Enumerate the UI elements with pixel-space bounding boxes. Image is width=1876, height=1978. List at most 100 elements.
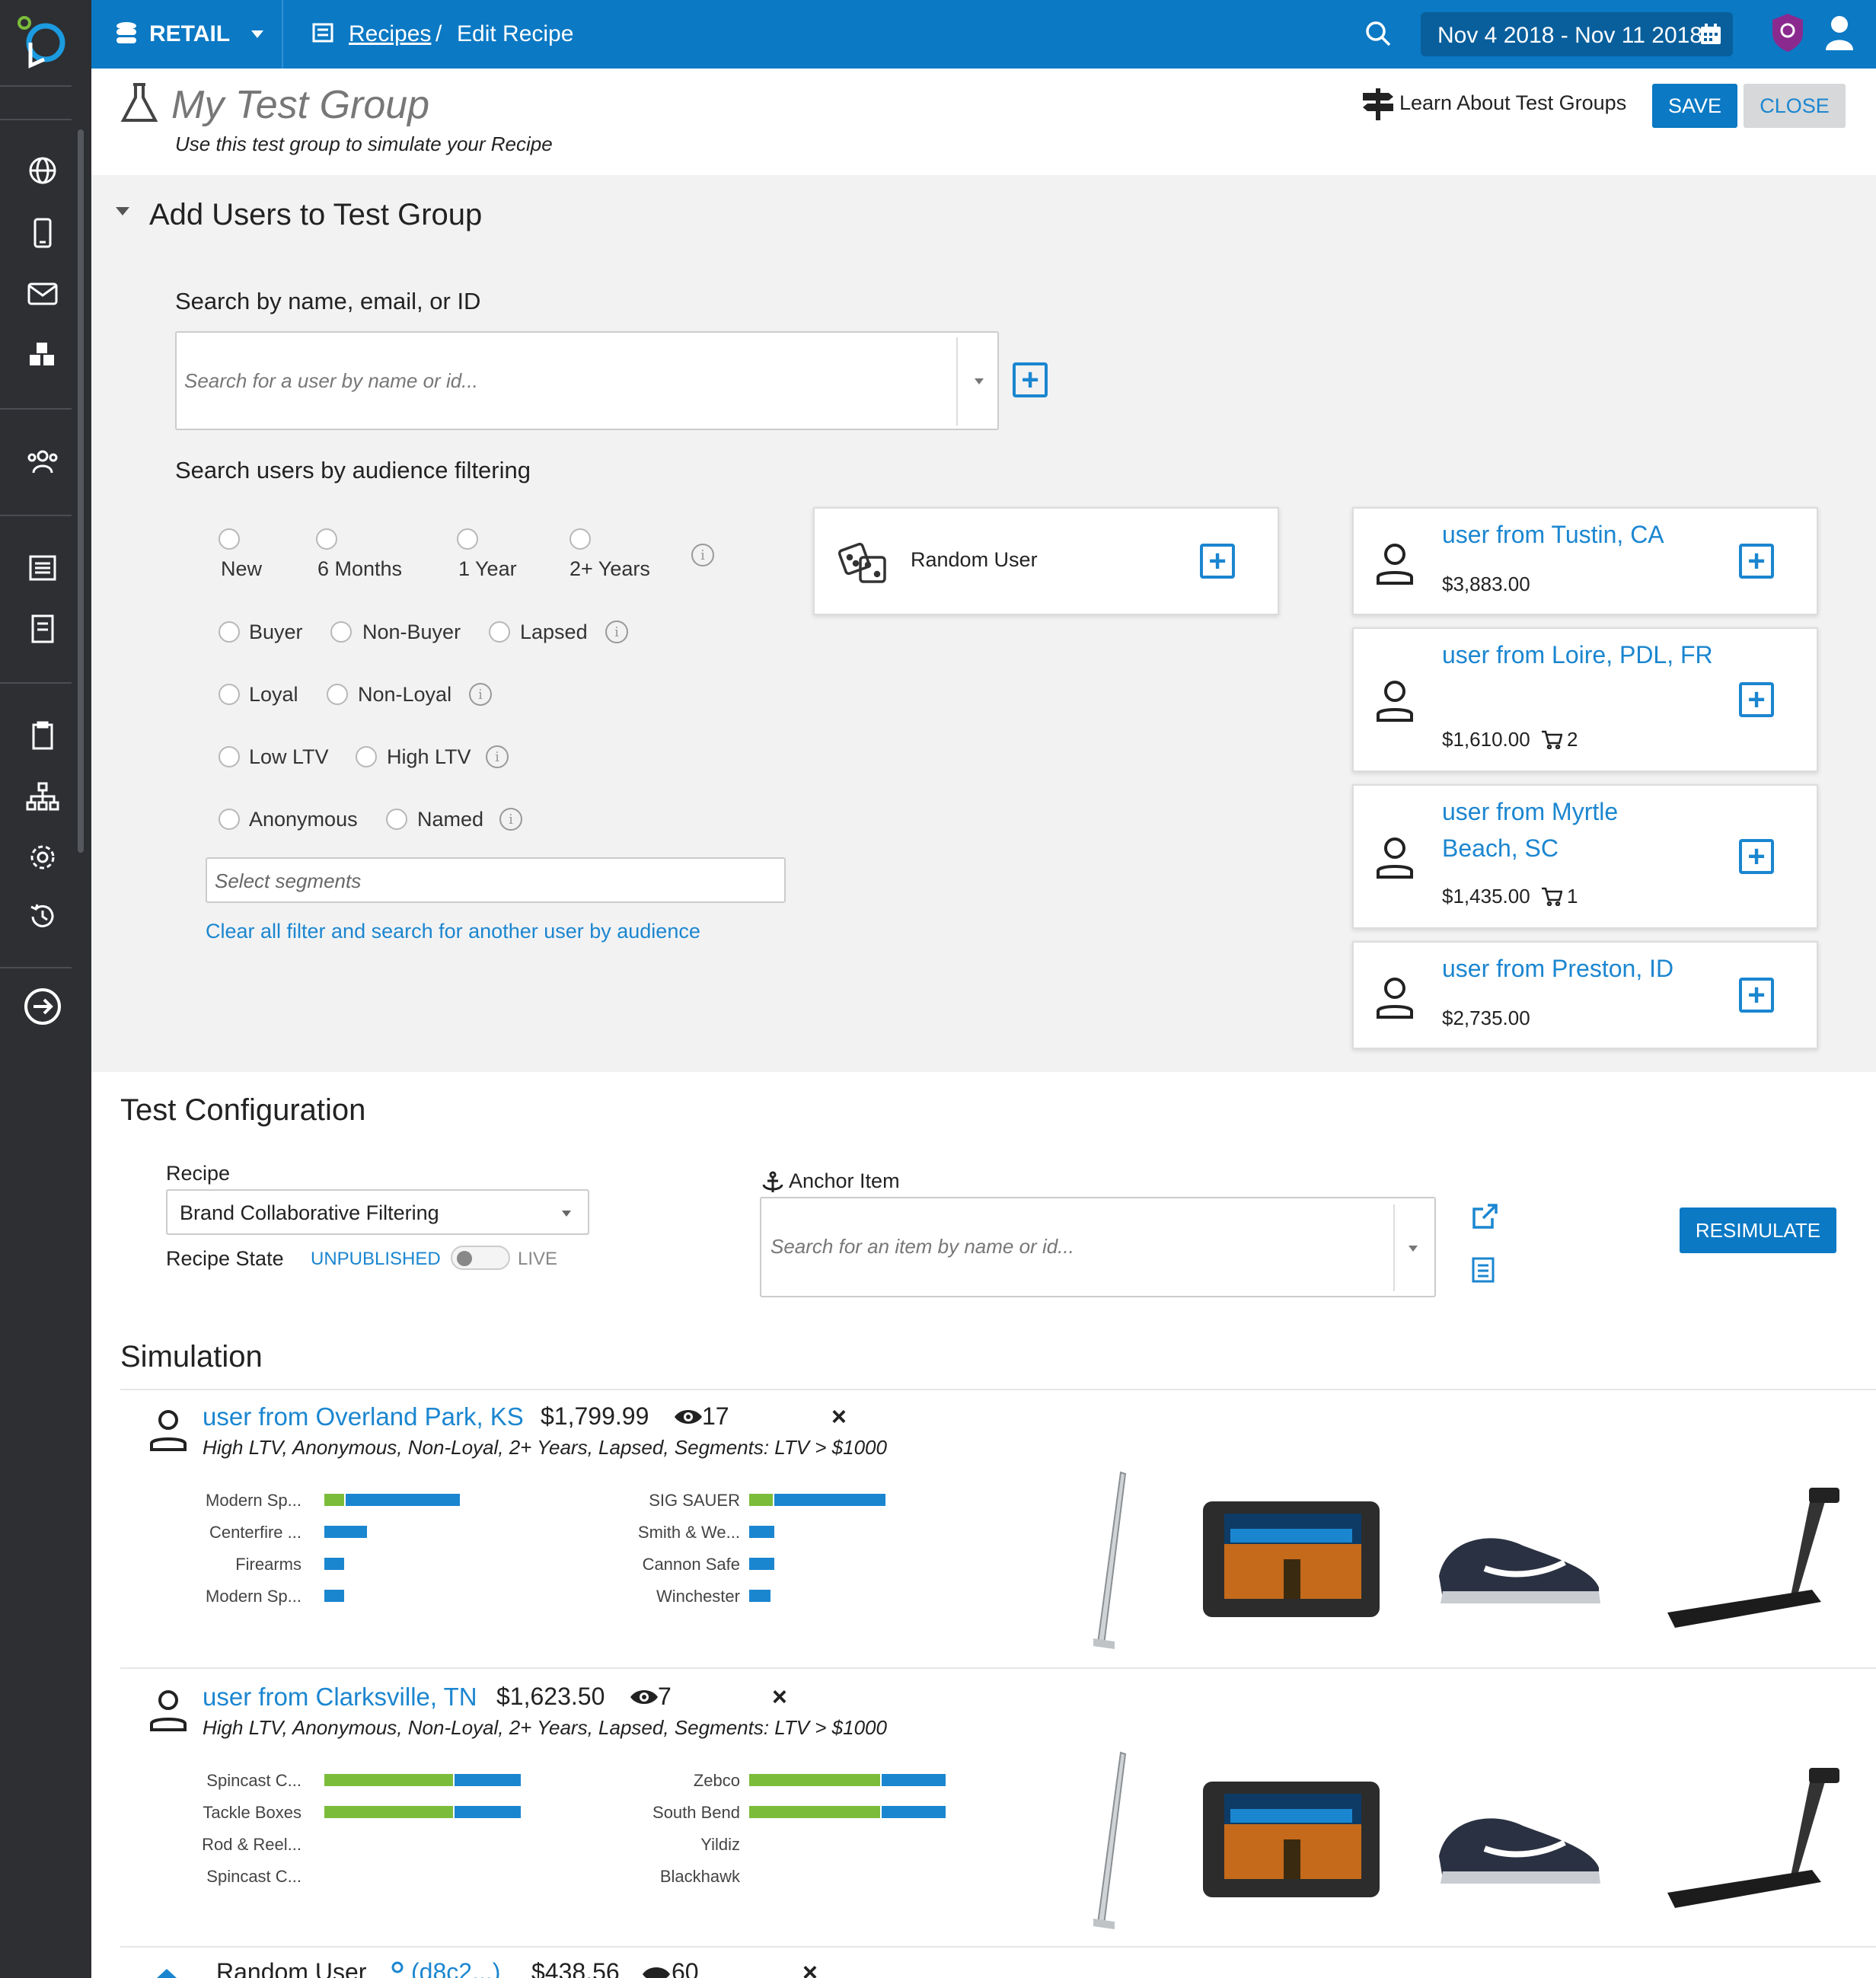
list-icon[interactable]: [23, 548, 62, 588]
suggested-user-name[interactable]: user from Myrtle Beach, SC: [1442, 798, 1619, 862]
bar-label: Smith & We...: [637, 1523, 740, 1542]
radio-non-buyer[interactable]: [330, 621, 352, 643]
radio-loyal[interactable]: [219, 684, 240, 705]
product-image-treadmill[interactable]: [1660, 1763, 1842, 1919]
dropdown-arrow-icon[interactable]: [562, 1211, 571, 1217]
user-icon: [388, 1961, 407, 1978]
document-icon[interactable]: [1471, 1256, 1495, 1287]
radio-non-loyal[interactable]: [327, 684, 348, 705]
clipboard-icon[interactable]: [23, 716, 62, 755]
expand-arrow-icon[interactable]: [23, 987, 62, 1026]
recipe-state-toggle[interactable]: [451, 1246, 510, 1270]
purchase-info-icon[interactable]: i: [605, 621, 628, 643]
add-random-user-plus-icon[interactable]: +: [1200, 544, 1235, 579]
breadcrumb-current: Edit Recipe: [457, 21, 574, 46]
loyalty-info-icon[interactable]: i: [469, 683, 492, 706]
clear-filters-link[interactable]: Clear all filter and search for another …: [206, 920, 700, 943]
suggested-user-card[interactable]: user from Preston, ID $2,735.00 +: [1352, 941, 1818, 1049]
add-suggested-user-plus-icon[interactable]: +: [1739, 544, 1774, 579]
remove-user-icon[interactable]: ×: [772, 1683, 787, 1712]
segments-select[interactable]: Select segments: [206, 857, 786, 903]
bar-label: Tackle Boxes: [203, 1803, 302, 1822]
workspace-selector[interactable]: RETAIL: [149, 21, 231, 46]
radio-high-ltv[interactable]: [356, 746, 377, 767]
sidebar-scrollbar[interactable]: [78, 129, 84, 853]
sitemap-icon[interactable]: [23, 777, 62, 816]
resimulate-button[interactable]: RESIMULATE: [1680, 1208, 1836, 1253]
sim-user-name[interactable]: user from Overland Park, KS: [203, 1402, 524, 1431]
sim-user-views: 7: [658, 1683, 672, 1710]
random-user-card[interactable]: Random User +: [813, 507, 1279, 615]
suggested-user-amount: $2,735.00: [1442, 1007, 1530, 1029]
bar-label: Rod & Reel...: [202, 1835, 302, 1854]
bar-label: Zebco: [693, 1771, 740, 1790]
app-logo-icon[interactable]: [14, 12, 75, 73]
add-suggested-user-plus-icon[interactable]: +: [1739, 978, 1774, 1013]
bar-label: Centerfire ...: [209, 1523, 302, 1542]
radio-6-months[interactable]: [316, 528, 337, 550]
radio-low-ltv[interactable]: [219, 746, 240, 767]
product-image-sneaker[interactable]: [1431, 1795, 1606, 1898]
suggested-user-card[interactable]: user from Myrtle Beach, SC $1,435.00 1 +: [1352, 784, 1818, 929]
eye-icon: [629, 1687, 659, 1711]
suggested-user-name[interactable]: user from Preston, ID: [1442, 955, 1674, 982]
label-1-year: 1 Year: [458, 557, 517, 580]
breadcrumb-recipes[interactable]: Recipes: [349, 21, 432, 46]
suggested-user-name[interactable]: user from Loire, PDL, FR: [1442, 641, 1713, 668]
date-range-picker[interactable]: Nov 4 2018 - Nov 11 2018: [1421, 12, 1733, 56]
label-non-loyal: Non-Loyal: [358, 683, 452, 706]
product-image-sneaker[interactable]: [1431, 1515, 1606, 1618]
product-image-fishfinder[interactable]: [1200, 1779, 1383, 1904]
learn-test-groups-link[interactable]: Learn About Test Groups: [1399, 91, 1627, 114]
add-suggested-user-plus-icon[interactable]: +: [1739, 682, 1774, 717]
product-image-stand[interactable]: [1081, 1750, 1142, 1936]
email-icon[interactable]: [23, 274, 62, 314]
bar-label: South Bend: [652, 1803, 740, 1822]
ltv-info-icon[interactable]: i: [486, 745, 509, 768]
dropdown-arrow-icon[interactable]: [975, 378, 984, 384]
cubes-icon[interactable]: [23, 335, 62, 375]
product-image-stand[interactable]: [1081, 1469, 1142, 1656]
globe-icon[interactable]: [23, 151, 62, 190]
suggested-user-card[interactable]: user from Tustin, CA $3,883.00 +: [1352, 507, 1818, 615]
search-icon[interactable]: [1364, 20, 1392, 51]
shield-icon[interactable]: [1771, 12, 1804, 57]
mobile-icon[interactable]: [23, 213, 62, 253]
anchor-item-select[interactable]: Search for an item by name or id...: [760, 1197, 1436, 1297]
dropdown-arrow-icon[interactable]: [1409, 1246, 1418, 1252]
user-search-select[interactable]: Search for a user by name or id...: [175, 331, 999, 430]
collapse-caret-icon[interactable]: [116, 207, 129, 215]
close-button[interactable]: CLOSE: [1744, 84, 1846, 128]
external-link-icon[interactable]: [1469, 1201, 1500, 1236]
label-loyal: Loyal: [249, 683, 298, 706]
user-profile-icon[interactable]: [1824, 15, 1855, 54]
sim-user-id[interactable]: (d8c2...): [411, 1958, 501, 1978]
identity-info-icon[interactable]: i: [499, 808, 522, 831]
radio-anonymous[interactable]: [219, 809, 240, 830]
product-image-treadmill[interactable]: [1660, 1483, 1842, 1639]
radio-1-year[interactable]: [457, 528, 478, 550]
radio-2-plus-years[interactable]: [570, 528, 591, 550]
radio-named[interactable]: [386, 809, 407, 830]
radio-buyer[interactable]: [219, 621, 240, 643]
chevron-down-icon[interactable]: [251, 30, 263, 38]
recipe-select[interactable]: Brand Collaborative Filtering: [166, 1189, 589, 1235]
label-6-months: 6 Months: [317, 557, 403, 580]
document-icon[interactable]: [23, 609, 62, 649]
save-button[interactable]: SAVE: [1652, 84, 1737, 128]
suggested-user-card[interactable]: user from Loire, PDL, FR $1,610.00 2 +: [1352, 627, 1818, 772]
product-image-fishfinder[interactable]: [1200, 1498, 1383, 1624]
tenure-info-icon[interactable]: i: [691, 544, 714, 566]
add-suggested-user-plus-icon[interactable]: +: [1739, 839, 1774, 874]
remove-user-icon[interactable]: ×: [802, 1958, 818, 1978]
gear-icon[interactable]: [23, 837, 62, 877]
user-icon: [149, 1689, 187, 1735]
suggested-user-name[interactable]: user from Tustin, CA: [1442, 521, 1664, 548]
users-icon[interactable]: [23, 442, 62, 481]
history-icon[interactable]: [23, 897, 62, 936]
sim-user-name[interactable]: user from Clarksville, TN: [203, 1683, 477, 1711]
radio-lapsed[interactable]: [489, 621, 510, 643]
radio-new[interactable]: [219, 528, 240, 550]
remove-user-icon[interactable]: ×: [831, 1402, 847, 1431]
add-user-plus-icon[interactable]: +: [1013, 362, 1048, 397]
